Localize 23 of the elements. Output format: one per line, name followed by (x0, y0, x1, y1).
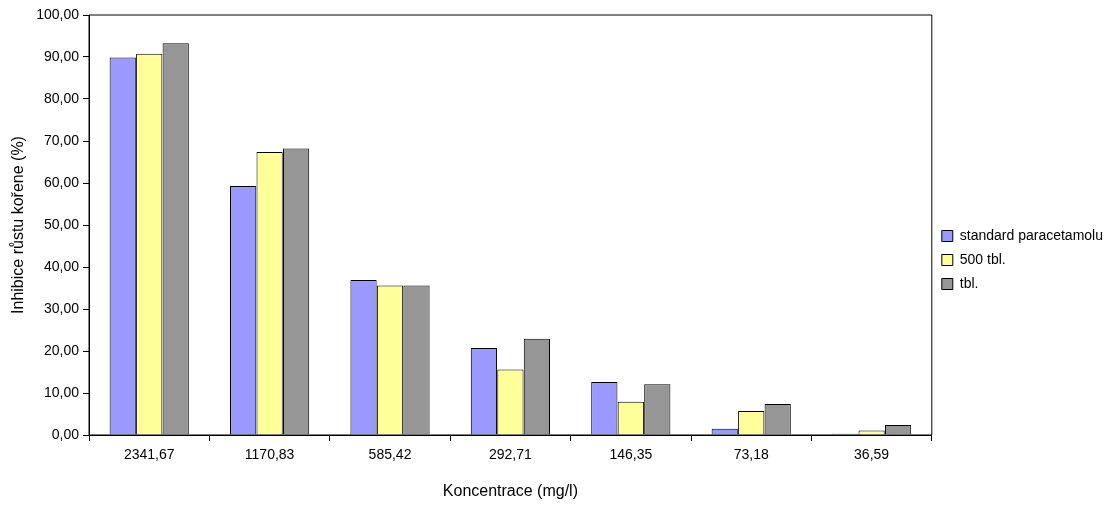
y-tick-label: 0,00 (51, 425, 80, 442)
y-tick-label: 70,00 (43, 131, 80, 148)
x-tick-label: 73,18 (733, 446, 769, 463)
y-tick-label: 60,00 (43, 173, 80, 190)
legend-label: tbl. (959, 274, 979, 291)
x-tick-label: 36,59 (854, 446, 890, 463)
y-tick-label: 80,00 (43, 89, 80, 106)
x-tick-label: 1170,83 (244, 446, 295, 463)
legend-label: 500 tbl. (959, 250, 1006, 267)
y-axis-title: Inhibice růstu kořene (%) (9, 136, 27, 314)
y-tick-label: 30,00 (43, 299, 80, 316)
x-tick-label: 146,35 (609, 446, 653, 463)
x-tick-label: 292,71 (489, 446, 533, 463)
y-tick-label: 90,00 (43, 47, 80, 64)
x-tick-label: 585,42 (368, 446, 412, 463)
y-tick-label: 20,00 (43, 341, 80, 358)
y-tick-label: 100,00 (36, 5, 80, 22)
y-tick-label: 40,00 (43, 257, 80, 274)
y-tick-label: 50,00 (43, 215, 80, 232)
x-tick-label: 2341,67 (123, 446, 175, 463)
y-tick-label: 10,00 (43, 383, 80, 400)
legend-label: standard paracetamolu (959, 226, 1103, 243)
x-axis-title: Koncentrace (mg/l) (442, 481, 578, 499)
